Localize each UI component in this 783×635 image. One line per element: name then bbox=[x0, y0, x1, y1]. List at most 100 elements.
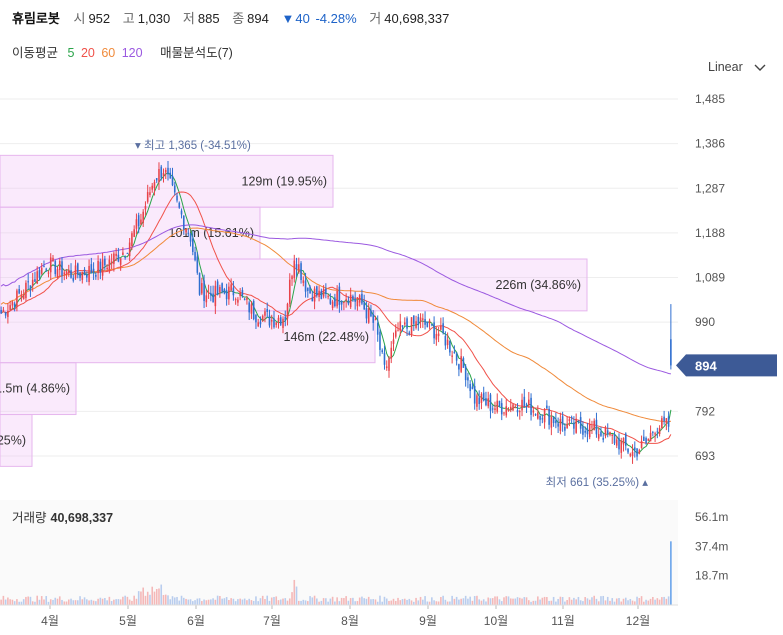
volume-bar bbox=[652, 596, 654, 605]
candle-body bbox=[192, 238, 194, 252]
chevron-down-icon bbox=[754, 64, 766, 71]
low-label: 저 bbox=[182, 11, 195, 26]
volume-bar bbox=[192, 601, 194, 605]
candle-body bbox=[460, 356, 462, 372]
volume-bar bbox=[322, 598, 325, 605]
volume-bar bbox=[201, 601, 203, 605]
volume-bar bbox=[210, 599, 212, 605]
volume-bar bbox=[7, 597, 9, 605]
volume-bar bbox=[591, 597, 593, 605]
volume-bar bbox=[239, 598, 241, 605]
current-price-label: 894 bbox=[695, 358, 717, 373]
candle-body bbox=[367, 308, 370, 323]
volume-bar bbox=[295, 586, 298, 605]
volume-bar bbox=[223, 598, 226, 605]
candle-body bbox=[126, 252, 129, 254]
volume-bar bbox=[376, 601, 379, 605]
candle-body bbox=[349, 294, 352, 308]
volume-bar bbox=[228, 599, 230, 605]
volume-bar bbox=[365, 598, 368, 605]
volume-bar bbox=[219, 596, 221, 605]
volume-bar bbox=[424, 596, 426, 605]
volume-bar bbox=[97, 598, 99, 605]
volume-bar bbox=[189, 599, 192, 605]
volume-profile-bar bbox=[0, 154, 334, 208]
candle-body bbox=[43, 266, 45, 268]
volume-bar bbox=[422, 599, 424, 605]
volume-bar bbox=[334, 601, 336, 605]
candle-body bbox=[325, 288, 327, 294]
volume-bar bbox=[36, 595, 39, 605]
candle-body bbox=[49, 257, 52, 273]
candle-body bbox=[428, 320, 431, 324]
candle-body bbox=[140, 219, 142, 225]
volume-bar bbox=[293, 579, 296, 605]
volume-bar bbox=[106, 600, 108, 605]
volume-bar bbox=[0, 599, 2, 605]
y-tick-label: 990 bbox=[695, 315, 715, 329]
volume-bar bbox=[230, 598, 232, 605]
volume-bar bbox=[629, 599, 632, 605]
candle-body bbox=[352, 296, 354, 300]
candle-body bbox=[230, 284, 232, 291]
high-value: 1,030 bbox=[137, 11, 171, 26]
candle-body bbox=[124, 256, 126, 258]
volume-bar bbox=[13, 601, 16, 605]
volume-bar bbox=[225, 597, 228, 605]
candle-body bbox=[500, 403, 503, 415]
volume-bar bbox=[331, 596, 334, 605]
candle-body bbox=[559, 418, 562, 431]
candle-body bbox=[372, 314, 375, 323]
candle-body bbox=[525, 404, 528, 406]
ma-120-label[interactable]: 120 bbox=[121, 46, 143, 60]
candle-body bbox=[433, 322, 435, 339]
volume-bar bbox=[462, 598, 465, 605]
candle-body bbox=[95, 274, 97, 277]
volume-bar bbox=[352, 597, 354, 605]
candle-body bbox=[4, 312, 7, 316]
volume-bar bbox=[433, 600, 435, 605]
ma-5-label[interactable]: 5 bbox=[67, 46, 75, 60]
volume-bar bbox=[162, 594, 165, 605]
candle-body bbox=[327, 296, 329, 298]
candle-body bbox=[277, 317, 280, 322]
volume-bar bbox=[487, 597, 490, 605]
volume-bar bbox=[119, 599, 122, 605]
candle-body bbox=[329, 298, 332, 304]
volume-bar bbox=[394, 600, 397, 605]
candle-body bbox=[302, 280, 305, 283]
candle-body bbox=[264, 311, 266, 316]
candle-body bbox=[261, 315, 264, 321]
volume-bar bbox=[279, 599, 282, 605]
candle-body bbox=[178, 202, 181, 208]
candle-body bbox=[72, 277, 75, 281]
candle-body bbox=[561, 416, 564, 425]
candle-body bbox=[419, 317, 422, 322]
volume-bar bbox=[539, 599, 541, 605]
y-tick-label: 1,188 bbox=[695, 226, 725, 240]
candle-body bbox=[469, 384, 471, 391]
volume-bar bbox=[20, 601, 23, 605]
scale-dropdown[interactable]: Linear bbox=[708, 60, 766, 74]
candle-body bbox=[422, 318, 424, 320]
y-tick-label: 1,089 bbox=[695, 271, 725, 285]
ma-20-label[interactable]: 20 bbox=[80, 46, 95, 60]
volume-profile-toggle[interactable]: 매물분석도(7) bbox=[160, 46, 233, 60]
volume-bar bbox=[584, 597, 586, 605]
x-tick-label: 10월 bbox=[484, 614, 508, 628]
y-tick-label: 693 bbox=[695, 449, 715, 463]
volume-bar bbox=[110, 601, 113, 605]
ma-legend-title: 이동평균 bbox=[12, 46, 59, 60]
volume-bar bbox=[286, 600, 289, 605]
volume-bar bbox=[509, 598, 512, 605]
candle-body bbox=[223, 288, 226, 294]
candle-body bbox=[336, 291, 338, 307]
volume-bar bbox=[160, 584, 163, 605]
volume-bar bbox=[647, 600, 650, 605]
volume-bar bbox=[611, 598, 614, 605]
candle-body bbox=[63, 272, 66, 275]
candle-body bbox=[444, 335, 447, 346]
ma-60-label[interactable]: 60 bbox=[101, 46, 116, 60]
volume-bar bbox=[478, 599, 480, 605]
